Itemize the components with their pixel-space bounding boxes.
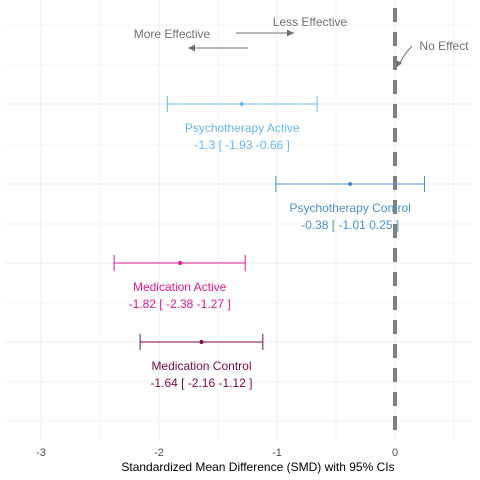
series-name-label: Psychotherapy Active — [185, 121, 300, 135]
series-ci-label: -0.38 [ -1.01 0.25 ] — [301, 218, 399, 232]
more-effective-arrowhead — [188, 44, 195, 52]
less-effective-arrowhead — [287, 29, 294, 37]
x-tick-label: -3 — [36, 447, 46, 459]
grid — [6, 0, 472, 440]
series-ci-label: -1.3 [ -1.93 -0.66 ] — [194, 138, 289, 152]
x-tick-label: -1 — [272, 447, 282, 459]
series-name-label: Medication Active — [133, 280, 227, 294]
series-name-label: Psychotherapy Control — [289, 201, 410, 215]
series-ci-label: -1.64 [ -2.16 -1.12 ] — [150, 376, 252, 390]
series-ci-label: -1.82 [ -2.38 -1.27 ] — [129, 297, 231, 311]
less-effective-label: Less Effective — [273, 15, 348, 29]
more-effective-label: More Effective — [134, 27, 211, 41]
series-row: Psychotherapy Control -0.38 [ -1.01 0.25 … — [275, 176, 425, 232]
series-layer: Psychotherapy Active -1.3 [ -1.93 -0.66 ]… — [113, 96, 425, 390]
no-effect-label: No Effect — [419, 39, 469, 53]
series-row: Psychotherapy Active -1.3 [ -1.93 -0.66 ] — [166, 96, 318, 152]
estimate-point — [178, 261, 183, 265]
series-row: Medication Control -1.64 [ -2.16 -1.12 ] — [139, 334, 264, 390]
x-tick-label: 0 — [392, 447, 398, 459]
x-axis-title: Standardized Mean Difference (SMD) with … — [121, 460, 394, 474]
estimate-point — [348, 182, 353, 186]
series-row: Medication Active -1.82 [ -2.38 -1.27 ] — [113, 255, 246, 311]
x-axis: -3 -2 -1 0 — [36, 447, 398, 459]
estimate-point — [239, 102, 244, 106]
no-effect-arrowhead — [396, 60, 402, 67]
series-name-label: Medication Control — [151, 359, 251, 373]
annotations: Less Effective More Effective No Effect — [134, 15, 469, 67]
no-effect-arrow — [398, 45, 413, 66]
estimate-point — [199, 340, 204, 344]
x-tick-label: -2 — [154, 447, 164, 459]
